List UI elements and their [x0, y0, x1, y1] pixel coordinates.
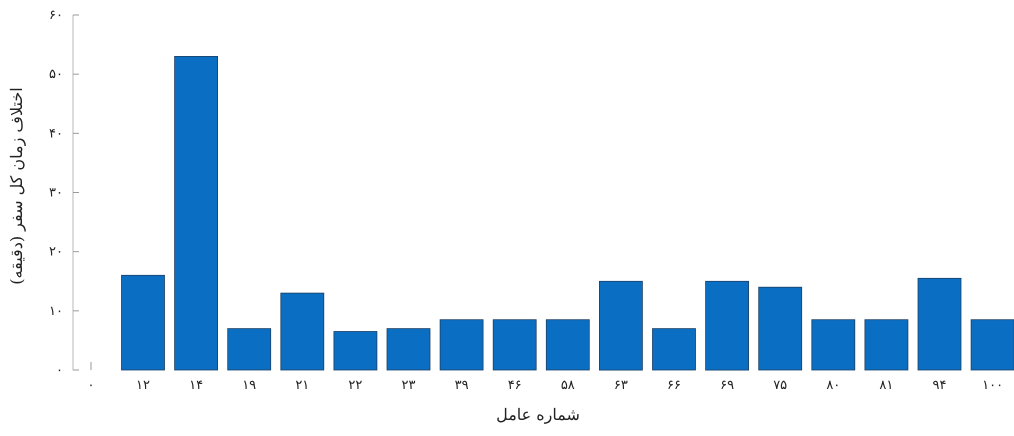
bar-15	[865, 320, 908, 370]
bar-9	[546, 320, 589, 370]
x-tick-label: ۱۰۰	[982, 378, 1003, 393]
bar-11	[653, 329, 696, 370]
bar-17	[971, 320, 1014, 370]
bar-12	[706, 281, 749, 370]
bar-2	[175, 56, 218, 370]
x-tick-label: ۸۰	[826, 378, 840, 393]
y-tick-label: ۶۰	[49, 8, 63, 23]
bar-1	[122, 275, 165, 370]
x-tick-label: ۸۱	[879, 378, 893, 393]
bar-6	[387, 329, 430, 370]
bar-16	[918, 278, 961, 370]
bar-8	[493, 320, 536, 370]
x-tick-label: ۴۶	[508, 378, 522, 393]
x-tick-label: ۶۹	[720, 378, 734, 393]
x-tick-label: ۷۵	[773, 378, 787, 393]
x-tick-label: ۲۲	[348, 378, 362, 393]
x-tick-label: ۲۳	[402, 378, 416, 393]
bar-3	[228, 329, 271, 370]
bar-13	[759, 287, 802, 370]
y-tick-label: ۵۰	[49, 67, 63, 82]
x-tick-label: ۱۲	[136, 378, 150, 393]
bar-4	[281, 293, 324, 370]
x-tick-label: ۶۳	[614, 378, 628, 393]
x-tick-label: ۱۴	[189, 378, 203, 393]
y-tick-label: ۴۰	[49, 126, 63, 141]
y-tick-label: ۳۰	[49, 186, 63, 201]
x-tick-label: ۶۶	[667, 378, 681, 393]
y-tick-label: ۰	[56, 363, 63, 378]
bar-10	[599, 281, 642, 370]
y-tick-label: ۱۰	[49, 304, 63, 319]
bar-5	[334, 332, 377, 371]
y-axis-title: اختلاف زمان کل سفر (دقیقه)	[7, 87, 26, 284]
x-origin-label: ۰	[88, 378, 95, 393]
y-tick-label: ۲۰	[49, 245, 63, 260]
x-tick-label: ۲۱	[295, 378, 309, 393]
x-axis-title: شماره عامل	[496, 405, 580, 424]
x-tick-label: ۵۸	[561, 378, 575, 393]
x-tick-label: ۱۹	[242, 378, 256, 393]
x-tick-label: ۹۴	[933, 378, 947, 393]
x-tick-label: ۳۹	[455, 378, 469, 393]
axes	[73, 15, 91, 370]
bar-14	[812, 320, 855, 370]
bars	[122, 56, 1014, 370]
bar-7	[440, 320, 483, 370]
